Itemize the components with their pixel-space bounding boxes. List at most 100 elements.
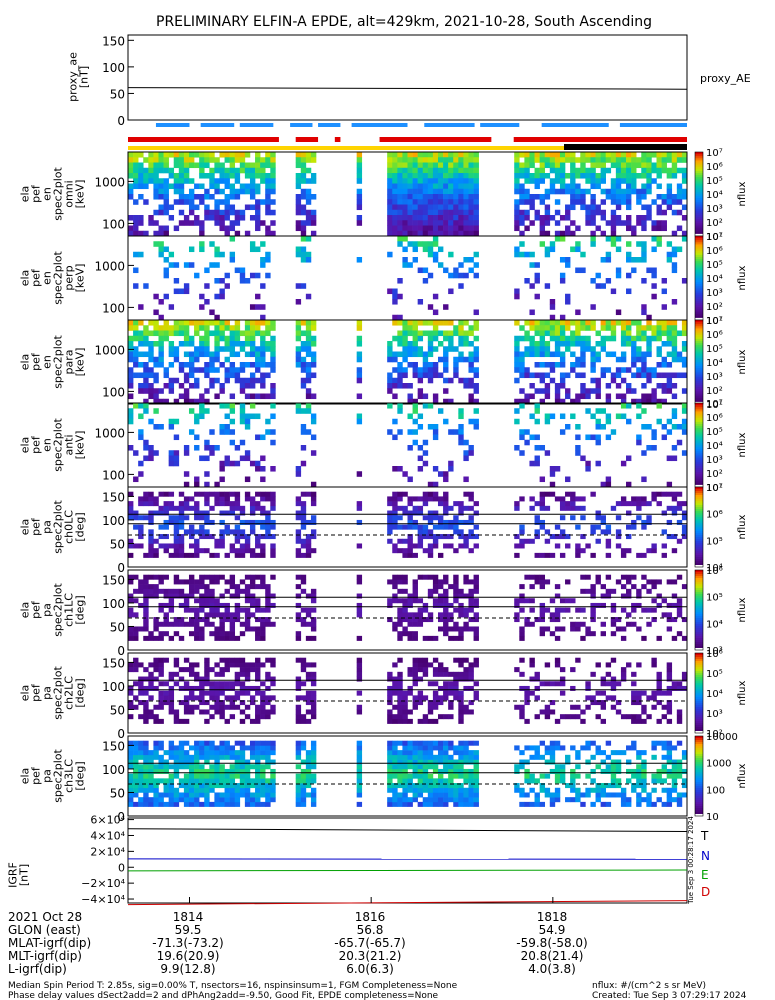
spectrogram-cell: [554, 383, 561, 389]
spectrogram-cell: [636, 215, 642, 221]
spectrogram-cell: [305, 635, 312, 641]
colorbar-swatch: [695, 453, 703, 456]
spectrogram-cell: [575, 496, 581, 502]
spectrogram-cell: [249, 241, 256, 247]
axis-label-line: spec2plot: [52, 583, 65, 637]
spectrogram-cell: [519, 704, 525, 710]
spectrogram-cell: [270, 383, 276, 389]
spectrogram-cell: [681, 178, 688, 184]
spectrogram-cell: [295, 538, 302, 544]
spectrogram-cell: [463, 320, 469, 326]
spectrogram-cell: [128, 377, 134, 384]
spectrogram-cell: [559, 362, 566, 368]
spectrogram-cell: [641, 215, 647, 221]
spectrogram-cell: [214, 626, 220, 632]
spectrogram-cell: [219, 466, 225, 472]
spectrogram-cell: [514, 215, 520, 221]
spectrogram-cell: [453, 272, 459, 279]
spectrogram-cell: [356, 671, 363, 677]
spectrogram-cell: [407, 667, 413, 673]
colorbar-swatch: [695, 468, 703, 471]
spectrogram-cell: [265, 695, 271, 701]
spectrogram-cell: [590, 671, 596, 677]
spectrogram-cell: [265, 759, 271, 765]
spectrogram-cell: [681, 362, 688, 368]
spectrogram-cell: [676, 157, 683, 163]
spectrogram-cell: [595, 460, 601, 467]
spectrogram-cell: [194, 676, 200, 682]
spectrogram-cell: [448, 225, 454, 232]
spectrogram-cell: [138, 681, 144, 687]
spectrogram-cell: [626, 157, 632, 163]
spectrogram-cell: [580, 152, 586, 158]
spectrogram-cell: [524, 157, 530, 163]
spectrogram-cell: [661, 278, 667, 284]
spectrogram-cell: [468, 173, 474, 179]
spectrogram-cell: [651, 325, 657, 331]
spectrogram-cell: [671, 505, 678, 511]
spectrogram-cell: [244, 335, 251, 342]
spectrogram-cell: [575, 714, 581, 720]
spectrogram-cell: [249, 718, 256, 724]
spectrogram-cell: [168, 505, 175, 511]
spectrogram-cell: [549, 481, 556, 488]
spectrogram-cell: [153, 178, 159, 184]
spectrogram-cell: [651, 445, 657, 451]
spectrogram-cell: [407, 524, 413, 530]
colorbar-tick-label: 10³: [706, 288, 723, 299]
spectrogram-cell: [173, 162, 180, 169]
spectrogram-cell: [310, 413, 317, 420]
spectrogram-cell: [153, 584, 159, 590]
spectrogram-cell: [133, 510, 139, 516]
spectrogram-cell: [178, 194, 185, 200]
colorbar-tick-label: 10⁴: [706, 274, 723, 285]
spectrogram-cell: [666, 325, 673, 331]
colorbar-swatch: [695, 194, 703, 197]
spectrogram-cell: [636, 398, 642, 405]
colorbar-swatch: [695, 378, 703, 382]
spectrogram-cell: [244, 783, 251, 789]
spectrogram-cell: [356, 204, 363, 211]
spectrogram-cell: [148, 157, 154, 163]
spectrogram-cell: [219, 768, 225, 774]
spectrogram-cell: [422, 204, 429, 211]
spectrogram-cell: [453, 584, 459, 590]
spectrogram-cell: [183, 681, 190, 687]
spectrogram-cell: [615, 246, 622, 253]
spectrogram-cell: [199, 325, 205, 331]
spectrogram-cell: [417, 178, 424, 184]
plot-frame: [127, 319, 688, 405]
spectrogram-cell: [249, 552, 256, 558]
spectrogram-cell: [407, 188, 413, 195]
spectrogram-cell: [575, 199, 581, 205]
blue-bar-segment: [318, 123, 341, 127]
spectrogram-cell: [194, 515, 200, 521]
spectrogram-cell: [300, 162, 307, 169]
spectrogram-cell: [397, 236, 403, 242]
spectrogram-cell: [143, 403, 149, 409]
colorbar-swatch: [695, 459, 703, 463]
spectrogram-cell: [209, 783, 215, 789]
spectrogram-cell: [234, 764, 241, 770]
axis-label-line: anti: [63, 434, 76, 455]
spectrogram-cell: [209, 690, 215, 696]
spectrogram-cell: [204, 372, 210, 379]
colorbar-swatch: [695, 343, 703, 346]
spectrogram-cell: [671, 173, 678, 179]
spectrogram-cell: [305, 152, 312, 158]
spectrogram-cell: [514, 152, 520, 158]
colorbar-swatch: [695, 709, 703, 712]
spectrogram-cell: [158, 299, 164, 305]
spectrogram-cell: [585, 220, 591, 226]
y-tick-label: 100: [102, 217, 125, 231]
spectrogram-cell: [681, 215, 688, 221]
spectrogram-cell: [519, 335, 525, 342]
spectrogram-cell: [143, 750, 149, 756]
spectrogram-cell: [265, 621, 271, 627]
colorbar-swatch: [695, 407, 703, 410]
spectrogram-cell: [412, 797, 418, 803]
spectrogram-cell: [534, 434, 540, 441]
spectrogram-cell: [453, 209, 459, 216]
spectrogram-cell: [138, 183, 144, 190]
spectrogram-cell: [270, 335, 276, 342]
